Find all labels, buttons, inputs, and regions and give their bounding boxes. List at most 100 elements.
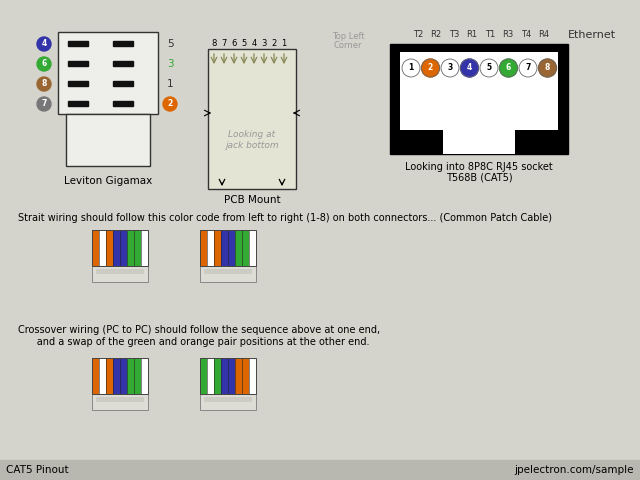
Text: PCB Mount: PCB Mount (224, 195, 280, 205)
Bar (242, 358, 249, 394)
Bar (113, 101, 133, 106)
Bar (92, 266, 148, 282)
Bar (66, 114, 150, 166)
Bar (249, 230, 256, 266)
Text: 4: 4 (252, 39, 257, 48)
Bar (205, 269, 252, 274)
Bar (92, 230, 148, 266)
Text: 2: 2 (168, 99, 173, 108)
Circle shape (519, 59, 537, 77)
Text: Looking at
jack bottom: Looking at jack bottom (225, 130, 279, 150)
Bar (221, 358, 228, 394)
Text: 7: 7 (525, 63, 531, 72)
Circle shape (422, 59, 440, 77)
Text: 2: 2 (428, 63, 433, 72)
Bar (228, 358, 235, 394)
Text: 6: 6 (506, 63, 511, 72)
Bar (92, 394, 148, 410)
Bar (390, 44, 568, 154)
Text: T1: T1 (485, 30, 495, 39)
Circle shape (538, 59, 557, 77)
Text: Crossover wiring (PC to PC) should follow the sequence above at one end,: Crossover wiring (PC to PC) should follo… (18, 325, 380, 335)
Bar (99, 230, 106, 266)
Text: 3: 3 (261, 39, 267, 48)
Bar (207, 230, 214, 266)
Bar (58, 32, 158, 114)
Text: R4: R4 (538, 30, 550, 39)
Circle shape (37, 77, 51, 91)
Bar (127, 358, 134, 394)
Bar (97, 397, 143, 402)
Bar (208, 49, 296, 189)
Bar (113, 41, 133, 46)
Text: 8: 8 (211, 39, 217, 48)
Bar (120, 358, 127, 394)
Text: T568B (CAT5): T568B (CAT5) (445, 172, 512, 182)
Text: 5: 5 (241, 39, 246, 48)
Circle shape (37, 97, 51, 111)
Bar (228, 230, 235, 266)
Bar (120, 230, 127, 266)
Text: 3: 3 (447, 63, 452, 72)
Text: and a swap of the green and orange pair positions at the other end.: and a swap of the green and orange pair … (18, 337, 369, 347)
Text: 4: 4 (467, 63, 472, 72)
Circle shape (37, 57, 51, 71)
Bar (113, 230, 120, 266)
Bar (97, 269, 143, 274)
Bar (92, 230, 99, 266)
Bar (106, 230, 113, 266)
Bar (200, 358, 256, 394)
Bar (106, 358, 113, 394)
Text: jpelectron.com/sample: jpelectron.com/sample (515, 465, 634, 475)
Bar (214, 358, 221, 394)
Bar (68, 81, 88, 86)
Bar (200, 358, 207, 394)
Text: 1: 1 (408, 63, 413, 72)
Bar (200, 230, 256, 266)
Text: Corner: Corner (333, 41, 362, 50)
Text: R2: R2 (431, 30, 442, 39)
Text: Ethernet: Ethernet (568, 30, 616, 40)
Bar (221, 230, 228, 266)
Text: T4: T4 (521, 30, 531, 39)
Circle shape (37, 37, 51, 51)
Bar (113, 358, 120, 394)
Text: 1: 1 (166, 79, 173, 89)
Text: 3: 3 (166, 59, 173, 69)
Bar (249, 358, 256, 394)
Bar (0, 460, 640, 480)
Text: 8: 8 (545, 63, 550, 72)
Bar (207, 358, 214, 394)
Text: 7: 7 (221, 39, 227, 48)
Bar (141, 358, 148, 394)
Bar (113, 61, 133, 66)
Bar (242, 230, 249, 266)
Bar (134, 358, 141, 394)
Circle shape (163, 97, 177, 111)
Text: CAT5 Pinout: CAT5 Pinout (6, 465, 68, 475)
Text: 5: 5 (486, 63, 492, 72)
Bar (68, 41, 88, 46)
Text: 6: 6 (42, 60, 47, 69)
Bar (99, 358, 106, 394)
Text: T3: T3 (449, 30, 459, 39)
Text: 1: 1 (282, 39, 287, 48)
Text: R3: R3 (502, 30, 514, 39)
Bar (141, 230, 148, 266)
Text: 8: 8 (42, 80, 47, 88)
Bar (444, 130, 515, 154)
Bar (200, 266, 256, 282)
Circle shape (402, 59, 420, 77)
Text: 6: 6 (231, 39, 237, 48)
Circle shape (499, 59, 518, 77)
Text: 2: 2 (271, 39, 276, 48)
Text: Strait wiring should follow this color code from left to right (1-8) on both con: Strait wiring should follow this color c… (18, 213, 552, 223)
Text: Top Left: Top Left (332, 32, 364, 41)
Text: 5: 5 (166, 39, 173, 49)
Text: Leviton Gigamax: Leviton Gigamax (64, 176, 152, 186)
Text: 7: 7 (42, 99, 47, 108)
Bar (400, 112, 558, 130)
Bar (68, 61, 88, 66)
Text: T2: T2 (413, 30, 423, 39)
Text: 4: 4 (42, 39, 47, 48)
